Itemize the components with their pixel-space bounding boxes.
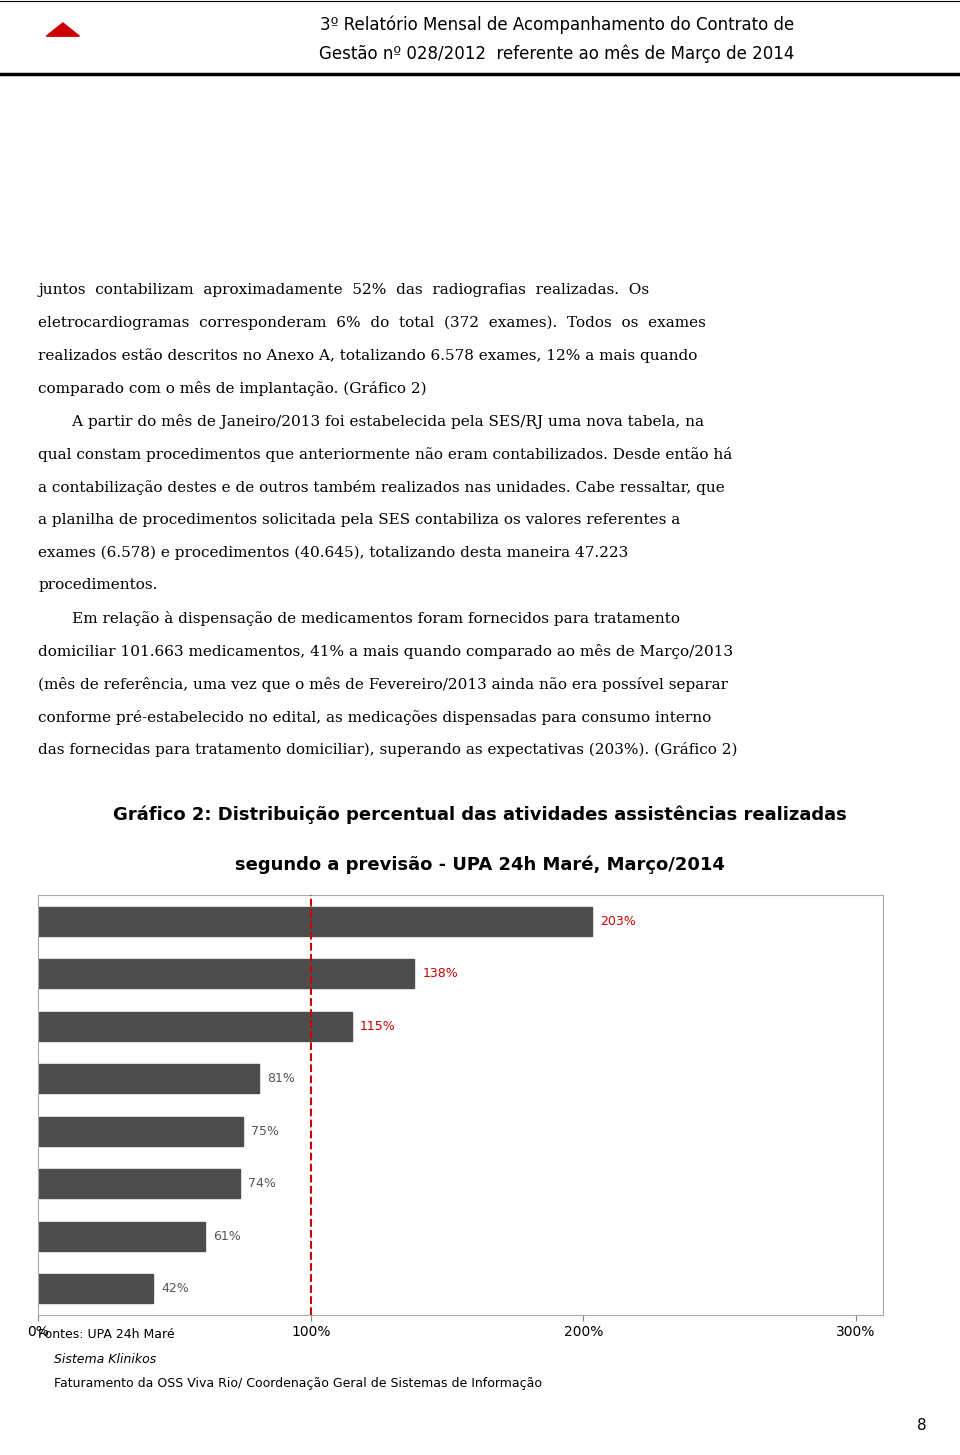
Text: das fornecidas para tratamento domiciliar), superando as expectativas (203%). (G: das fornecidas para tratamento domicilia… xyxy=(38,742,738,758)
Bar xyxy=(38,1011,351,1040)
Bar xyxy=(38,1222,204,1251)
Bar xyxy=(38,1275,153,1304)
Bar xyxy=(38,906,591,936)
Text: Faturamento da OSS Viva Rio/ Coordenação Geral de Sistemas de Informação: Faturamento da OSS Viva Rio/ Coordenação… xyxy=(38,1378,542,1391)
Bar xyxy=(38,1117,243,1145)
Text: Em relação à dispensação de medicamentos foram fornecidos para tratamento: Em relação à dispensação de medicamentos… xyxy=(38,611,681,626)
Text: 115%: 115% xyxy=(360,1020,396,1033)
Text: a planilha de procedimentos solicitada pela SES contabiliza os valores referente: a planilha de procedimentos solicitada p… xyxy=(38,512,681,527)
Text: 8: 8 xyxy=(917,1419,926,1433)
Text: qual constam procedimentos que anteriormente não eram contabilizados. Desde entã: qual constam procedimentos que anteriorm… xyxy=(38,447,732,461)
Text: Fontes: UPA 24h Maré: Fontes: UPA 24h Maré xyxy=(38,1328,175,1342)
Text: 203%: 203% xyxy=(600,915,636,928)
Text: 61%: 61% xyxy=(213,1229,241,1243)
Text: domiciliar 101.663 medicamentos, 41% a mais quando comparado ao mês de Março/201: domiciliar 101.663 medicamentos, 41% a m… xyxy=(38,645,733,659)
Text: UPA: UPA xyxy=(49,12,77,25)
Text: conforme pré-estabelecido no edital, as medicações dispensadas para consumo inte: conforme pré-estabelecido no edital, as … xyxy=(38,710,711,725)
Text: 81%: 81% xyxy=(267,1072,295,1085)
Text: Gráfico 2: Distribuição percentual das atividades assistências realizadas: Gráfico 2: Distribuição percentual das a… xyxy=(113,806,847,824)
Text: Sistema Klinikos: Sistema Klinikos xyxy=(38,1353,156,1366)
Text: 75%: 75% xyxy=(251,1125,279,1138)
Text: (mês de referência, uma vez que o mês de Fevereiro/2013 ainda não era possível s: (mês de referência, uma vez que o mês de… xyxy=(38,677,729,691)
Text: exames (6.578) e procedimentos (40.645), totalizando desta maneira 47.223: exames (6.578) e procedimentos (40.645),… xyxy=(38,546,629,560)
Polygon shape xyxy=(46,23,80,36)
Text: Gestão nº 028/2012  referente ao mês de Março de 2014: Gestão nº 028/2012 referente ao mês de M… xyxy=(319,45,795,63)
Text: juntos  contabilizam  aproximadamente  52%  das  radiografias  realizadas.  Os: juntos contabilizam aproximadamente 52% … xyxy=(38,282,650,297)
Text: comparado com o mês de implantação. (Gráfico 2): comparado com o mês de implantação. (Grá… xyxy=(38,381,427,396)
Text: 74%: 74% xyxy=(249,1177,276,1190)
Text: 24h: 24h xyxy=(41,42,84,63)
Bar xyxy=(38,959,415,988)
Bar xyxy=(38,1170,240,1197)
Text: 138%: 138% xyxy=(422,968,458,981)
Bar xyxy=(38,1064,259,1093)
Text: a contabilização destes e de outros também realizados nas unidades. Cabe ressalt: a contabilização destes e de outros tamb… xyxy=(38,480,725,495)
Text: segundo a previsão - UPA 24h Maré, Março/2014: segundo a previsão - UPA 24h Maré, Março… xyxy=(235,856,725,874)
Text: A partir do mês de Janeiro/2013 foi estabelecida pela SES/RJ uma nova tabela, na: A partir do mês de Janeiro/2013 foi esta… xyxy=(38,415,705,429)
Text: eletrocardiogramas  corresponderam  6%  do  total  (372  exames).  Todos  os  ex: eletrocardiogramas corresponderam 6% do … xyxy=(38,316,707,330)
Text: procedimentos.: procedimentos. xyxy=(38,578,157,592)
Text: 42%: 42% xyxy=(161,1282,189,1295)
Text: realizados estão descritos no Anexo A, totalizando 6.578 exames, 12% a mais quan: realizados estão descritos no Anexo A, t… xyxy=(38,348,698,364)
Text: 3º Relatório Mensal de Acompanhamento do Contrato de: 3º Relatório Mensal de Acompanhamento do… xyxy=(320,16,794,33)
